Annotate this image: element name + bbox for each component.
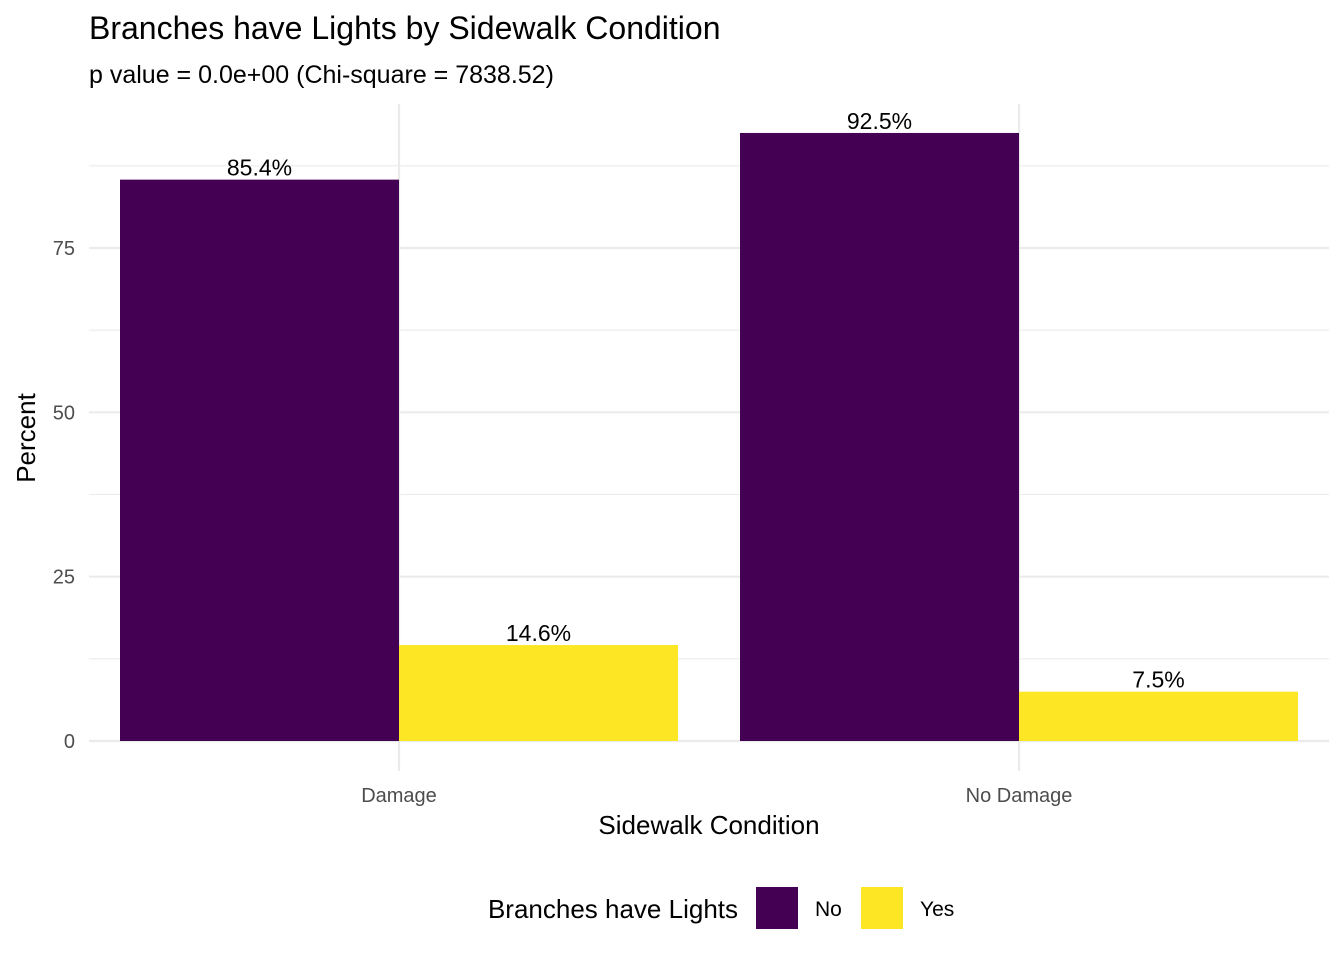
- x-tick-label: No Damage: [966, 785, 1073, 807]
- y-tick-label: 50: [53, 402, 75, 424]
- bar-no-damage: [120, 179, 399, 741]
- chart-subtitle: p value = 0.0e+00 (Chi-square = 7838.52): [89, 61, 554, 89]
- legend-label-no: No: [815, 898, 842, 921]
- bar-yes-no-damage: [1019, 691, 1298, 741]
- legend-title: Branches have Lights: [488, 894, 738, 924]
- y-tick-label: 75: [53, 238, 75, 260]
- legend-swatch-no: [756, 887, 798, 929]
- data-labels: 85.4% 14.6% 92.5% 7.5%: [227, 108, 1185, 693]
- bar-yes-damage: [399, 645, 678, 741]
- y-axis-title: Percent: [11, 392, 41, 482]
- bars: [120, 132, 1298, 741]
- y-tick-label: 25: [53, 567, 75, 589]
- legend-label-yes: Yes: [920, 898, 954, 921]
- data-label: 85.4%: [227, 155, 292, 181]
- y-axis-ticks: 0 25 50 75: [53, 238, 75, 753]
- y-tick-label: 0: [64, 731, 75, 753]
- chart-title: Branches have Lights by Sidewalk Conditi…: [89, 10, 720, 46]
- x-axis-ticks: Damage No Damage: [361, 785, 1072, 807]
- data-label: 7.5%: [1132, 667, 1184, 693]
- bar-no-no-damage: [740, 132, 1019, 741]
- legend: Branches have Lights No Yes: [488, 887, 954, 929]
- data-label: 92.5%: [847, 108, 912, 134]
- legend-items: No Yes: [756, 887, 954, 929]
- data-label: 14.6%: [506, 620, 571, 646]
- x-tick-label: Damage: [361, 785, 437, 807]
- x-axis-title: Sidewalk Condition: [598, 810, 819, 840]
- legend-swatch-yes: [861, 887, 903, 929]
